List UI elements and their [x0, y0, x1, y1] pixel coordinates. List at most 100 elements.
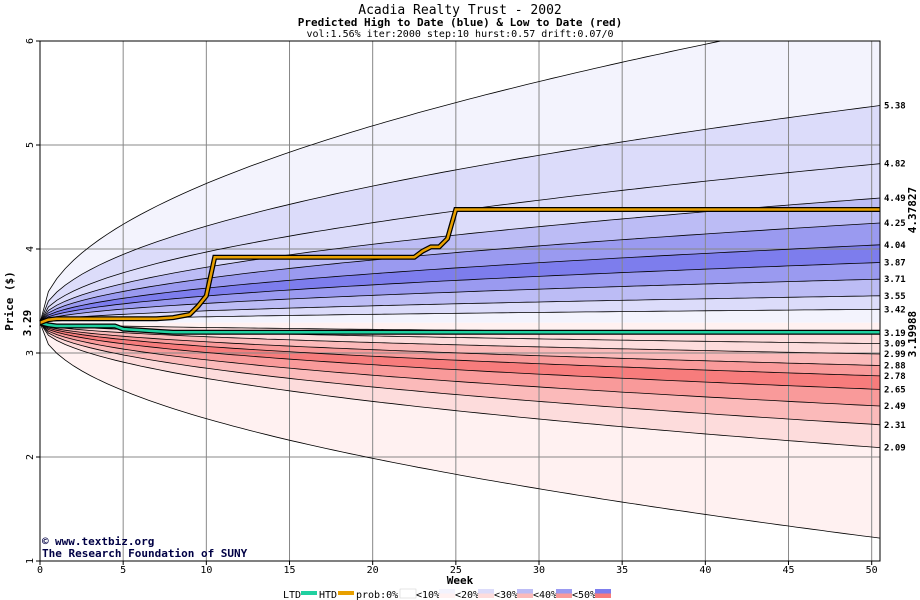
low-level-label: 2.65: [884, 385, 906, 395]
high-level-label: 4.49: [884, 194, 906, 204]
high-probability-band: [40, 262, 880, 323]
low-probability-band: [40, 322, 880, 448]
contour-line: [40, 278, 880, 324]
plot-frame: [39, 40, 881, 562]
high-level-label: 4.25: [884, 219, 906, 229]
y-tick-label: 5: [25, 142, 36, 148]
contour-line: [40, 295, 880, 324]
high-level-label: 5.38: [884, 101, 906, 111]
legend-label-bin-5: <50%: [572, 590, 596, 600]
x-axis-label: Week: [447, 574, 474, 587]
high-probability-band: [40, 223, 880, 323]
chart-title: Acadia Realty Trust - 2002: [358, 3, 562, 18]
contour-line: [40, 322, 880, 355]
legend-swatch-bin-2-low-half: [478, 593, 494, 598]
legend-label-bin-2: <20%: [455, 590, 479, 600]
low-level-label: 2.99: [884, 350, 906, 360]
credits: © www.textbiz.org The Research Foundatio…: [42, 535, 248, 560]
low-level-label: 2.78: [884, 372, 906, 382]
high-probability-band: [40, 309, 880, 323]
x-tick-label: 20: [367, 565, 379, 576]
legend-label-ltd: LTD: [283, 590, 301, 600]
low-probability-band: [40, 322, 880, 366]
legend: LTD HTD prob:0% <10% <20% <30% <40% <50%: [283, 588, 611, 600]
x-axis-ticks: 0 5 10 15 20 25 30 35 40 45 50: [37, 561, 878, 576]
low-probability-band: [40, 322, 880, 354]
legend-swatch-bin-1-low-half: [439, 593, 455, 598]
contour-line: [40, 322, 880, 426]
low-level-label: 2.09: [884, 444, 906, 454]
credit-site: www.textbiz.org: [55, 535, 154, 548]
high-probability-band: [40, 244, 880, 323]
low-probability-band: [40, 322, 880, 390]
x-tick-label: 35: [616, 565, 628, 576]
contour-line: [40, 105, 880, 323]
high-level-label: 4.82: [884, 160, 906, 170]
contour-line: [40, 322, 880, 377]
high-probability-band: [40, 163, 880, 323]
high-probability-band: [40, 279, 880, 323]
x-tick-label: 25: [450, 565, 462, 576]
legend-label-prob: prob:0%: [356, 590, 398, 600]
low-probability-band: [40, 322, 880, 376]
legend-label-bin-4: <40%: [533, 590, 557, 600]
low-level-label: 2.49: [884, 402, 906, 412]
low-level-label: 3.19: [884, 329, 906, 339]
contour-line: [40, 322, 880, 448]
low-probability-band: [40, 322, 880, 539]
low-probability-band: [40, 322, 880, 406]
low-level-label: 2.88: [884, 361, 906, 371]
x-tick-label: 30: [533, 565, 545, 576]
x-tick-label: 50: [866, 565, 878, 576]
low-level-label: 3.09: [884, 340, 906, 350]
legend-swatch-bin-4-low-half: [556, 593, 572, 598]
contour-line: [40, 222, 880, 324]
x-tick-label: 40: [699, 565, 711, 576]
legend-swatch-prob-0: [399, 588, 417, 599]
legend-swatch-bin-5-low-half: [595, 593, 611, 598]
y-tick-label: 3: [25, 350, 36, 356]
start-price-label: 3.29: [21, 310, 34, 337]
high-to-date-line: [39, 208, 880, 324]
high-probability-band: [40, 198, 880, 323]
end-level-labels: 5.38 4.82 4.49 4.25 4.04 3.87 3.71 3.55 3.42 3.19…: [884, 101, 906, 453]
probability-bands: [40, 41, 880, 539]
contour-line: [40, 322, 880, 366]
legend-swatch-bin-3-low-half: [517, 593, 533, 598]
legend-label-bin-3: <30%: [494, 590, 518, 600]
contour-line: [40, 262, 880, 324]
x-tick-label: 15: [283, 565, 295, 576]
x-tick-label: 5: [120, 565, 126, 576]
credit-org: The Research Foundation of SUNY: [42, 547, 248, 560]
low-probability-band: [40, 322, 880, 425]
contour-lines: [40, 41, 880, 539]
x-tick-label: 10: [200, 565, 212, 576]
high-to-date-value-label: 4.37827: [906, 187, 919, 233]
high-probability-band: [40, 41, 880, 323]
x-tick-label: 0: [37, 565, 43, 576]
y-tick-label: 2: [25, 454, 36, 460]
contour-line: [40, 322, 880, 539]
high-level-label: 3.55: [884, 292, 906, 302]
low-level-label: 2.31: [884, 421, 906, 431]
high-level-label: 4.04: [884, 241, 906, 251]
contour-line: [40, 41, 723, 323]
high-level-label: 3.71: [884, 275, 906, 285]
series-lines: [39, 207, 880, 335]
chart-subtitle: Predicted High to Date (blue) & Low to D…: [298, 16, 623, 29]
copyright-icon: ©: [42, 535, 49, 548]
y-axis-ticks: 1 2 3 4 5 6: [25, 38, 40, 564]
legend-label-htd: HTD: [319, 590, 337, 600]
high-level-label: 3.42: [884, 305, 906, 315]
x-tick-label: 45: [782, 565, 794, 576]
high-probability-band: [40, 105, 880, 323]
contour-line: [40, 244, 880, 324]
y-tick-label: 1: [25, 558, 36, 564]
contour-line: [40, 322, 880, 390]
contour-line: [40, 322, 880, 407]
legend-swatch-bin-5: [595, 589, 611, 594]
y-tick-label: 6: [25, 38, 36, 44]
legend-swatch-htd: [338, 591, 354, 595]
low-to-date-value-label: 3.19988: [906, 311, 919, 357]
